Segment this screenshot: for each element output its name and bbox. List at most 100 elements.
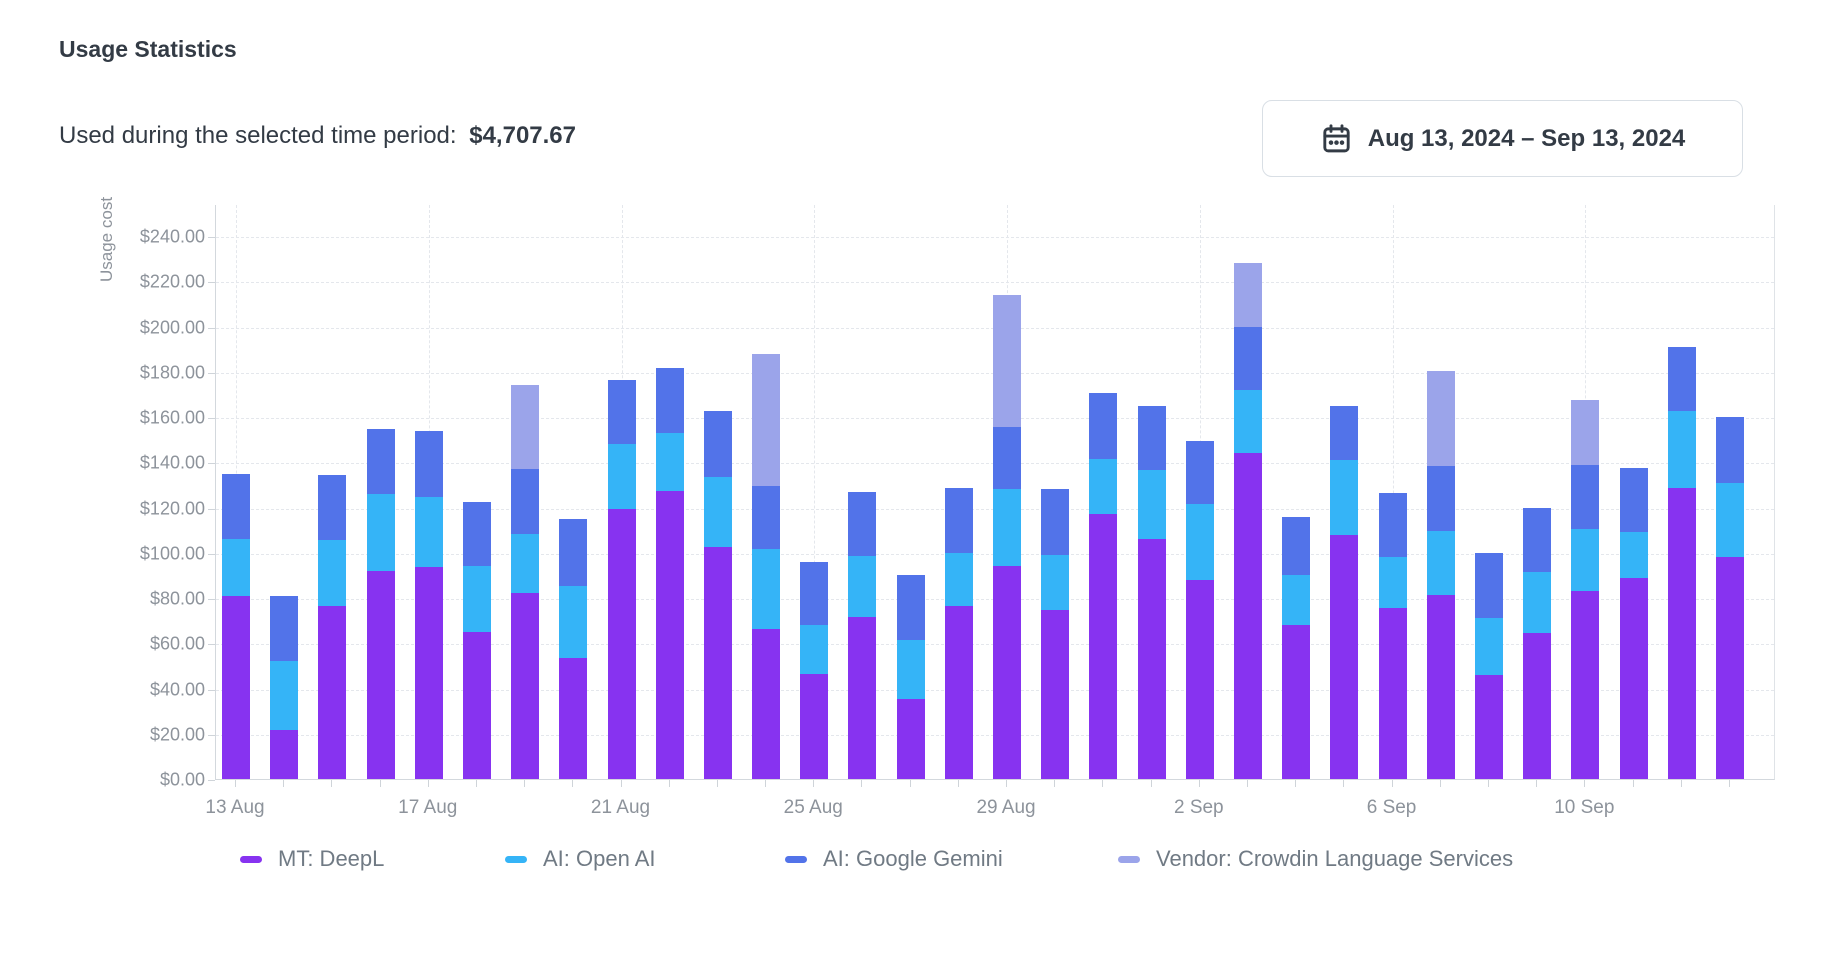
bar-segment[interactable] — [1426, 594, 1455, 779]
bar-segment[interactable] — [993, 427, 1022, 490]
bar-segment[interactable] — [655, 432, 684, 491]
bar-segment[interactable] — [1474, 552, 1503, 619]
bar-segment[interactable] — [366, 493, 395, 571]
bar-segment[interactable] — [848, 491, 877, 557]
bar-segment[interactable] — [993, 294, 1022, 428]
bar-segment[interactable] — [607, 508, 636, 779]
bar-segment[interactable] — [222, 539, 250, 596]
bar-segment[interactable] — [366, 429, 395, 494]
bar-segment[interactable] — [1571, 529, 1600, 592]
bar-segment[interactable] — [1330, 405, 1359, 460]
bar-31-aug[interactable] — [1089, 393, 1118, 779]
bar-segment[interactable] — [1282, 625, 1311, 779]
bar-segment[interactable] — [1233, 263, 1262, 327]
bar-segment[interactable] — [366, 570, 395, 779]
bar-segment[interactable] — [414, 430, 443, 498]
bar-segment[interactable] — [800, 561, 829, 626]
bar-19-aug[interactable] — [511, 385, 540, 779]
bar-segment[interactable] — [1619, 532, 1648, 578]
bar-segment[interactable] — [222, 473, 250, 540]
bar-segment[interactable] — [993, 489, 1022, 567]
bar-segment[interactable] — [1089, 393, 1118, 459]
bar-segment[interactable] — [1041, 610, 1070, 779]
bar-9-sep[interactable] — [1523, 507, 1552, 779]
bar-segment[interactable] — [1426, 370, 1455, 466]
bar-segment[interactable] — [655, 368, 684, 433]
bar-segment[interactable] — [1233, 326, 1262, 390]
bar-24-aug[interactable] — [752, 353, 781, 779]
bar-segment[interactable] — [752, 486, 781, 550]
bar-11-sep[interactable] — [1619, 467, 1648, 779]
bar-segment[interactable] — [1523, 572, 1552, 634]
bar-21-aug[interactable] — [607, 379, 636, 779]
bar-segment[interactable] — [944, 488, 973, 553]
bar-segment[interactable] — [1041, 489, 1070, 556]
bar-segment[interactable] — [703, 476, 732, 548]
bar-segment[interactable] — [607, 379, 636, 445]
bar-segment[interactable] — [318, 605, 347, 779]
bar-segment[interactable] — [1137, 539, 1166, 779]
bar-16-aug[interactable] — [366, 429, 395, 779]
bar-14-aug[interactable] — [270, 595, 299, 779]
bar-segment[interactable] — [1378, 557, 1407, 609]
bar-segment[interactable] — [944, 552, 973, 606]
bar-segment[interactable] — [1474, 618, 1503, 675]
bar-segment[interactable] — [752, 353, 781, 487]
bar-segment[interactable] — [800, 625, 829, 674]
bar-segment[interactable] — [318, 474, 347, 541]
bar-segment[interactable] — [414, 497, 443, 568]
bar-segment[interactable] — [1667, 346, 1696, 412]
bar-segment[interactable] — [800, 673, 829, 779]
bar-7-sep[interactable] — [1426, 370, 1455, 779]
bar-segment[interactable] — [896, 639, 925, 699]
bar-segment[interactable] — [1041, 555, 1070, 611]
bar-17-aug[interactable] — [414, 430, 443, 779]
bar-26-aug[interactable] — [848, 491, 877, 779]
bar-segment[interactable] — [318, 540, 347, 606]
bar-15-aug[interactable] — [318, 474, 347, 779]
bar-segment[interactable] — [848, 617, 877, 779]
bar-segment[interactable] — [1282, 575, 1311, 626]
bar-segment[interactable] — [270, 595, 299, 662]
bar-segment[interactable] — [1378, 608, 1407, 779]
bar-segment[interactable] — [1619, 577, 1648, 779]
bar-segment[interactable] — [1715, 482, 1744, 558]
bar-20-aug[interactable] — [559, 518, 588, 779]
bar-segment[interactable] — [944, 605, 973, 779]
bar-segment[interactable] — [1571, 591, 1600, 779]
bar-segment[interactable] — [1715, 557, 1744, 779]
bar-segment[interactable] — [511, 533, 540, 594]
bar-segment[interactable] — [1233, 389, 1262, 454]
bar-segment[interactable] — [270, 661, 299, 731]
bar-segment[interactable] — [1523, 633, 1552, 779]
bar-segment[interactable] — [1619, 467, 1648, 533]
bar-segment[interactable] — [559, 657, 588, 779]
bar-segment[interactable] — [1330, 460, 1359, 535]
legend-item-3[interactable]: AI: Google Gemini — [785, 846, 1003, 872]
bar-segment[interactable] — [1474, 674, 1503, 779]
bar-8-sep[interactable] — [1474, 552, 1503, 779]
bar-segment[interactable] — [655, 490, 684, 779]
bar-segment[interactable] — [1137, 470, 1166, 540]
bar-1-sep[interactable] — [1137, 405, 1166, 779]
bar-segment[interactable] — [1523, 507, 1552, 572]
bar-28-aug[interactable] — [944, 488, 973, 779]
bar-segment[interactable] — [1089, 514, 1118, 779]
bar-segment[interactable] — [1185, 504, 1214, 580]
bar-5-sep[interactable] — [1330, 405, 1359, 779]
bar-12-sep[interactable] — [1667, 346, 1696, 779]
bar-segment[interactable] — [462, 566, 491, 632]
bar-2-sep[interactable] — [1185, 440, 1214, 779]
bar-segment[interactable] — [1137, 405, 1166, 471]
bar-segment[interactable] — [1426, 531, 1455, 595]
bar-segment[interactable] — [1571, 464, 1600, 529]
bar-18-aug[interactable] — [462, 501, 491, 779]
bar-segment[interactable] — [752, 628, 781, 779]
bar-segment[interactable] — [511, 469, 540, 534]
bar-4-sep[interactable] — [1282, 516, 1311, 779]
bar-segment[interactable] — [1667, 411, 1696, 489]
bar-27-aug[interactable] — [896, 575, 925, 779]
legend-item-1[interactable]: MT: DeepL — [240, 846, 384, 872]
legend-item-2[interactable]: AI: Open AI — [505, 846, 656, 872]
bar-segment[interactable] — [1282, 516, 1311, 576]
